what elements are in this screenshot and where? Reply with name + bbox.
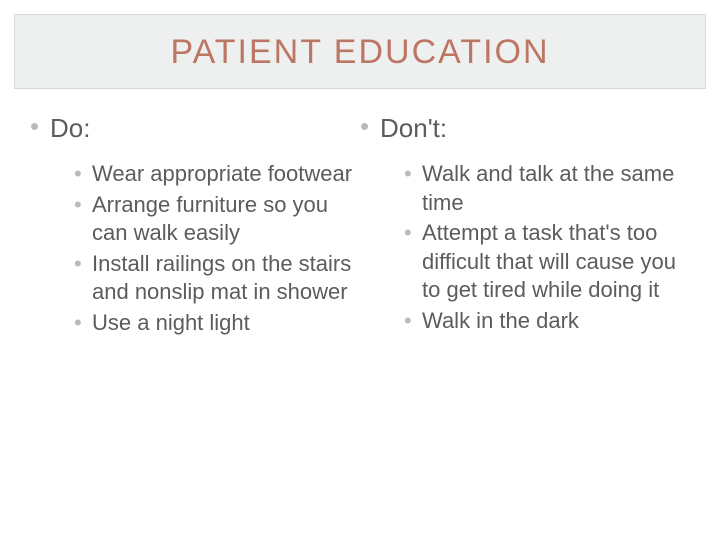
list-item: Use a night light [74,309,354,338]
list-item: Wear appropriate footwear [74,160,354,189]
list-item: Walk in the dark [404,307,684,336]
dont-list: Walk and talk at the same time Attempt a… [360,160,690,336]
list-item: Walk and talk at the same time [404,160,684,217]
do-header: Do: [30,113,360,144]
do-list: Wear appropriate footwear Arrange furnit… [30,160,360,338]
dont-header: Don't: [360,113,690,144]
dont-column: Don't: Walk and talk at the same time At… [360,113,690,340]
do-column: Do: Wear appropriate footwear Arrange fu… [30,113,360,340]
title-band: PATIENT EDUCATION [14,14,706,89]
list-item: Arrange furniture so you can walk easily [74,191,354,248]
slide-title: PATIENT EDUCATION [15,33,705,72]
content-columns: Do: Wear appropriate footwear Arrange fu… [0,113,720,340]
list-item: Attempt a task that's too difficult that… [404,219,684,305]
list-item: Install railings on the stairs and nonsl… [74,250,354,307]
